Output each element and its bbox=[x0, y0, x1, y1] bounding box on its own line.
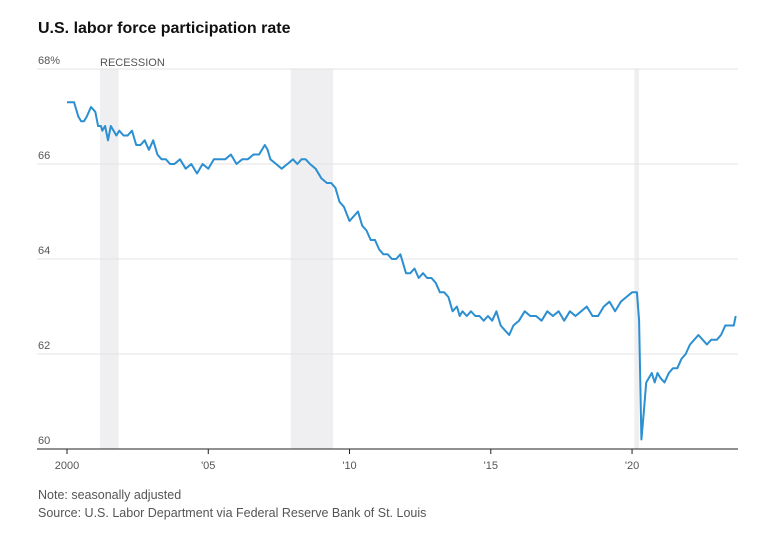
y-tick-label: 60 bbox=[38, 435, 50, 447]
recession-label: RECESSION bbox=[100, 57, 165, 69]
y-tick-label: 66 bbox=[38, 150, 50, 162]
y-tick-label: 64 bbox=[38, 245, 50, 257]
x-tick-label: '05 bbox=[201, 460, 215, 472]
x-tick-label: '10 bbox=[342, 460, 356, 472]
x-tick-label: '15 bbox=[484, 460, 498, 472]
y-tick-label: 62 bbox=[38, 340, 50, 352]
chart-title: U.S. labor force participation rate bbox=[38, 20, 291, 37]
y-axis-ticks: 68% 66 64 62 60 bbox=[38, 55, 60, 447]
x-tick-label: '20 bbox=[625, 460, 639, 472]
x-tick-label: 2000 bbox=[55, 460, 79, 472]
y-tick-label: 68% bbox=[38, 55, 60, 67]
source-text: Source: U.S. Labor Department via Federa… bbox=[38, 506, 427, 520]
gridlines bbox=[37, 68, 738, 450]
series-line-participation-rate bbox=[67, 101, 737, 441]
note-text: Note: seasonally adjusted bbox=[38, 488, 182, 502]
x-axis-ticks: 2000 '05 '10 '15 '20 bbox=[55, 449, 639, 472]
